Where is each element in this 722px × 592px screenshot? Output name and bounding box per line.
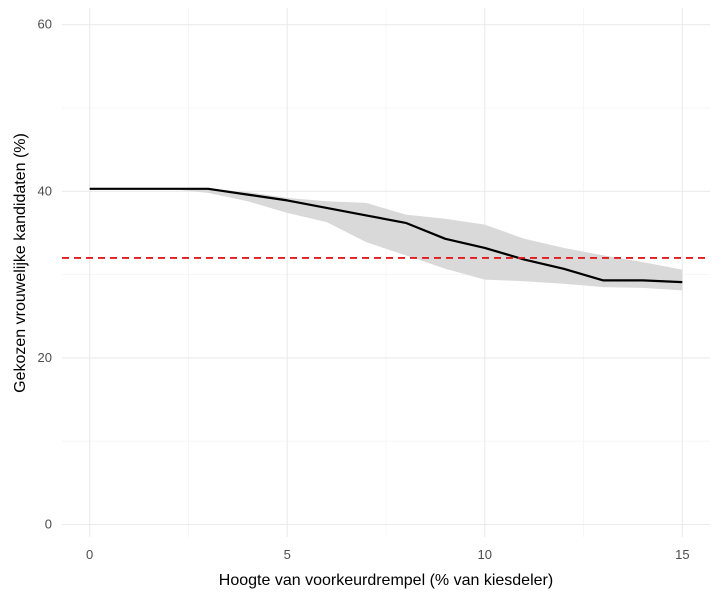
confidence-band-layer: [89, 188, 683, 291]
y-tick-label: 20: [38, 350, 52, 365]
x-tick-label: 15: [675, 547, 689, 562]
x-tick-label: 5: [284, 547, 291, 562]
x-tick-label: 0: [86, 547, 93, 562]
y-axis-title: Gekozen vrouwelijke kandidaten (%): [12, 133, 29, 393]
series-line: [89, 187, 683, 284]
y-tick-label: 60: [38, 17, 52, 32]
x-tick-label: 10: [478, 547, 492, 562]
y-tick-label: 40: [38, 183, 52, 198]
y-tick-label: 0: [45, 517, 52, 532]
x-axis-ticks: 0 5 10 15: [86, 547, 690, 562]
series-layer: [89, 187, 683, 284]
confidence-band: [89, 188, 683, 291]
x-axis-title: Hoogte van voorkeurdrempel (% van kiesde…: [219, 572, 553, 589]
y-axis-ticks: 0 20 40 60: [38, 17, 52, 532]
grid: [62, 8, 710, 537]
